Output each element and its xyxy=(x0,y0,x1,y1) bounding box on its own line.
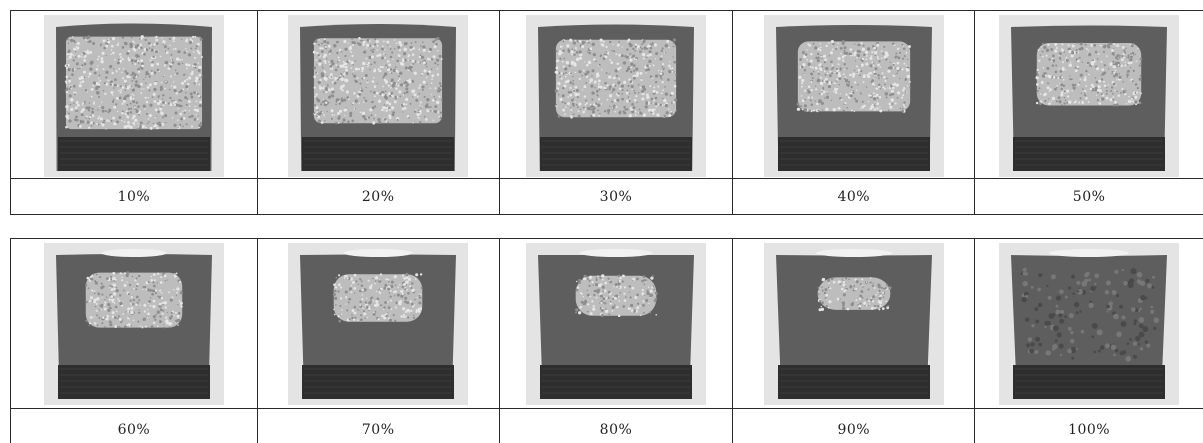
specimen-label: 30% xyxy=(599,189,633,205)
specimen-cell: 80% xyxy=(499,239,734,443)
specimen-label: 40% xyxy=(837,189,871,205)
specimen-label: 70% xyxy=(361,422,395,438)
fracture-specimen-image xyxy=(43,15,224,177)
specimen-cell: 50% xyxy=(975,11,1203,214)
specimen-cell: 90% xyxy=(733,239,976,443)
specimen-label: 100% xyxy=(1068,422,1111,438)
fracture-specimen-image xyxy=(525,243,706,405)
specimen-label: 20% xyxy=(361,189,395,205)
specimen-photo-area xyxy=(975,239,1203,409)
specimen-label: 50% xyxy=(1072,189,1106,205)
specimen-cell: 70% xyxy=(257,239,500,443)
specimen-cell: 40% xyxy=(733,11,976,214)
specimen-cell: 30% xyxy=(499,11,734,214)
specimen-photo-area xyxy=(499,239,733,409)
specimen-cell: 60% xyxy=(11,239,258,443)
specimen-photo-area xyxy=(257,239,499,409)
specimen-row-1: 10% 20% 30% 40% 50% xyxy=(10,10,1203,215)
specimen-cell: 100% xyxy=(975,239,1203,443)
specimen-photo-area xyxy=(257,11,499,179)
specimen-label: 60% xyxy=(117,422,151,438)
specimen-label: 10% xyxy=(117,189,151,205)
specimen-cell: 10% xyxy=(11,11,258,214)
specimen-photo-area xyxy=(11,11,257,179)
fracture-specimen-image xyxy=(763,243,944,405)
specimen-photo-area xyxy=(733,239,975,409)
specimen-photo-area xyxy=(733,11,975,179)
specimen-photo-area xyxy=(11,239,257,409)
fracture-specimen-image xyxy=(288,243,469,405)
fracture-specimen-image xyxy=(525,15,706,177)
fracture-specimen-image xyxy=(43,243,224,405)
fracture-specimen-image xyxy=(999,243,1180,405)
fracture-specimen-image xyxy=(288,15,469,177)
specimen-row-2: 60% 70% 80% 90% 100% xyxy=(10,238,1203,443)
specimen-label: 90% xyxy=(837,422,871,438)
specimen-label: 80% xyxy=(599,422,633,438)
specimen-photo-area xyxy=(975,11,1203,179)
specimen-photo-area xyxy=(499,11,733,179)
fracture-specimen-image xyxy=(999,15,1180,177)
fracture-specimen-image xyxy=(763,15,944,177)
specimen-cell: 20% xyxy=(257,11,500,214)
